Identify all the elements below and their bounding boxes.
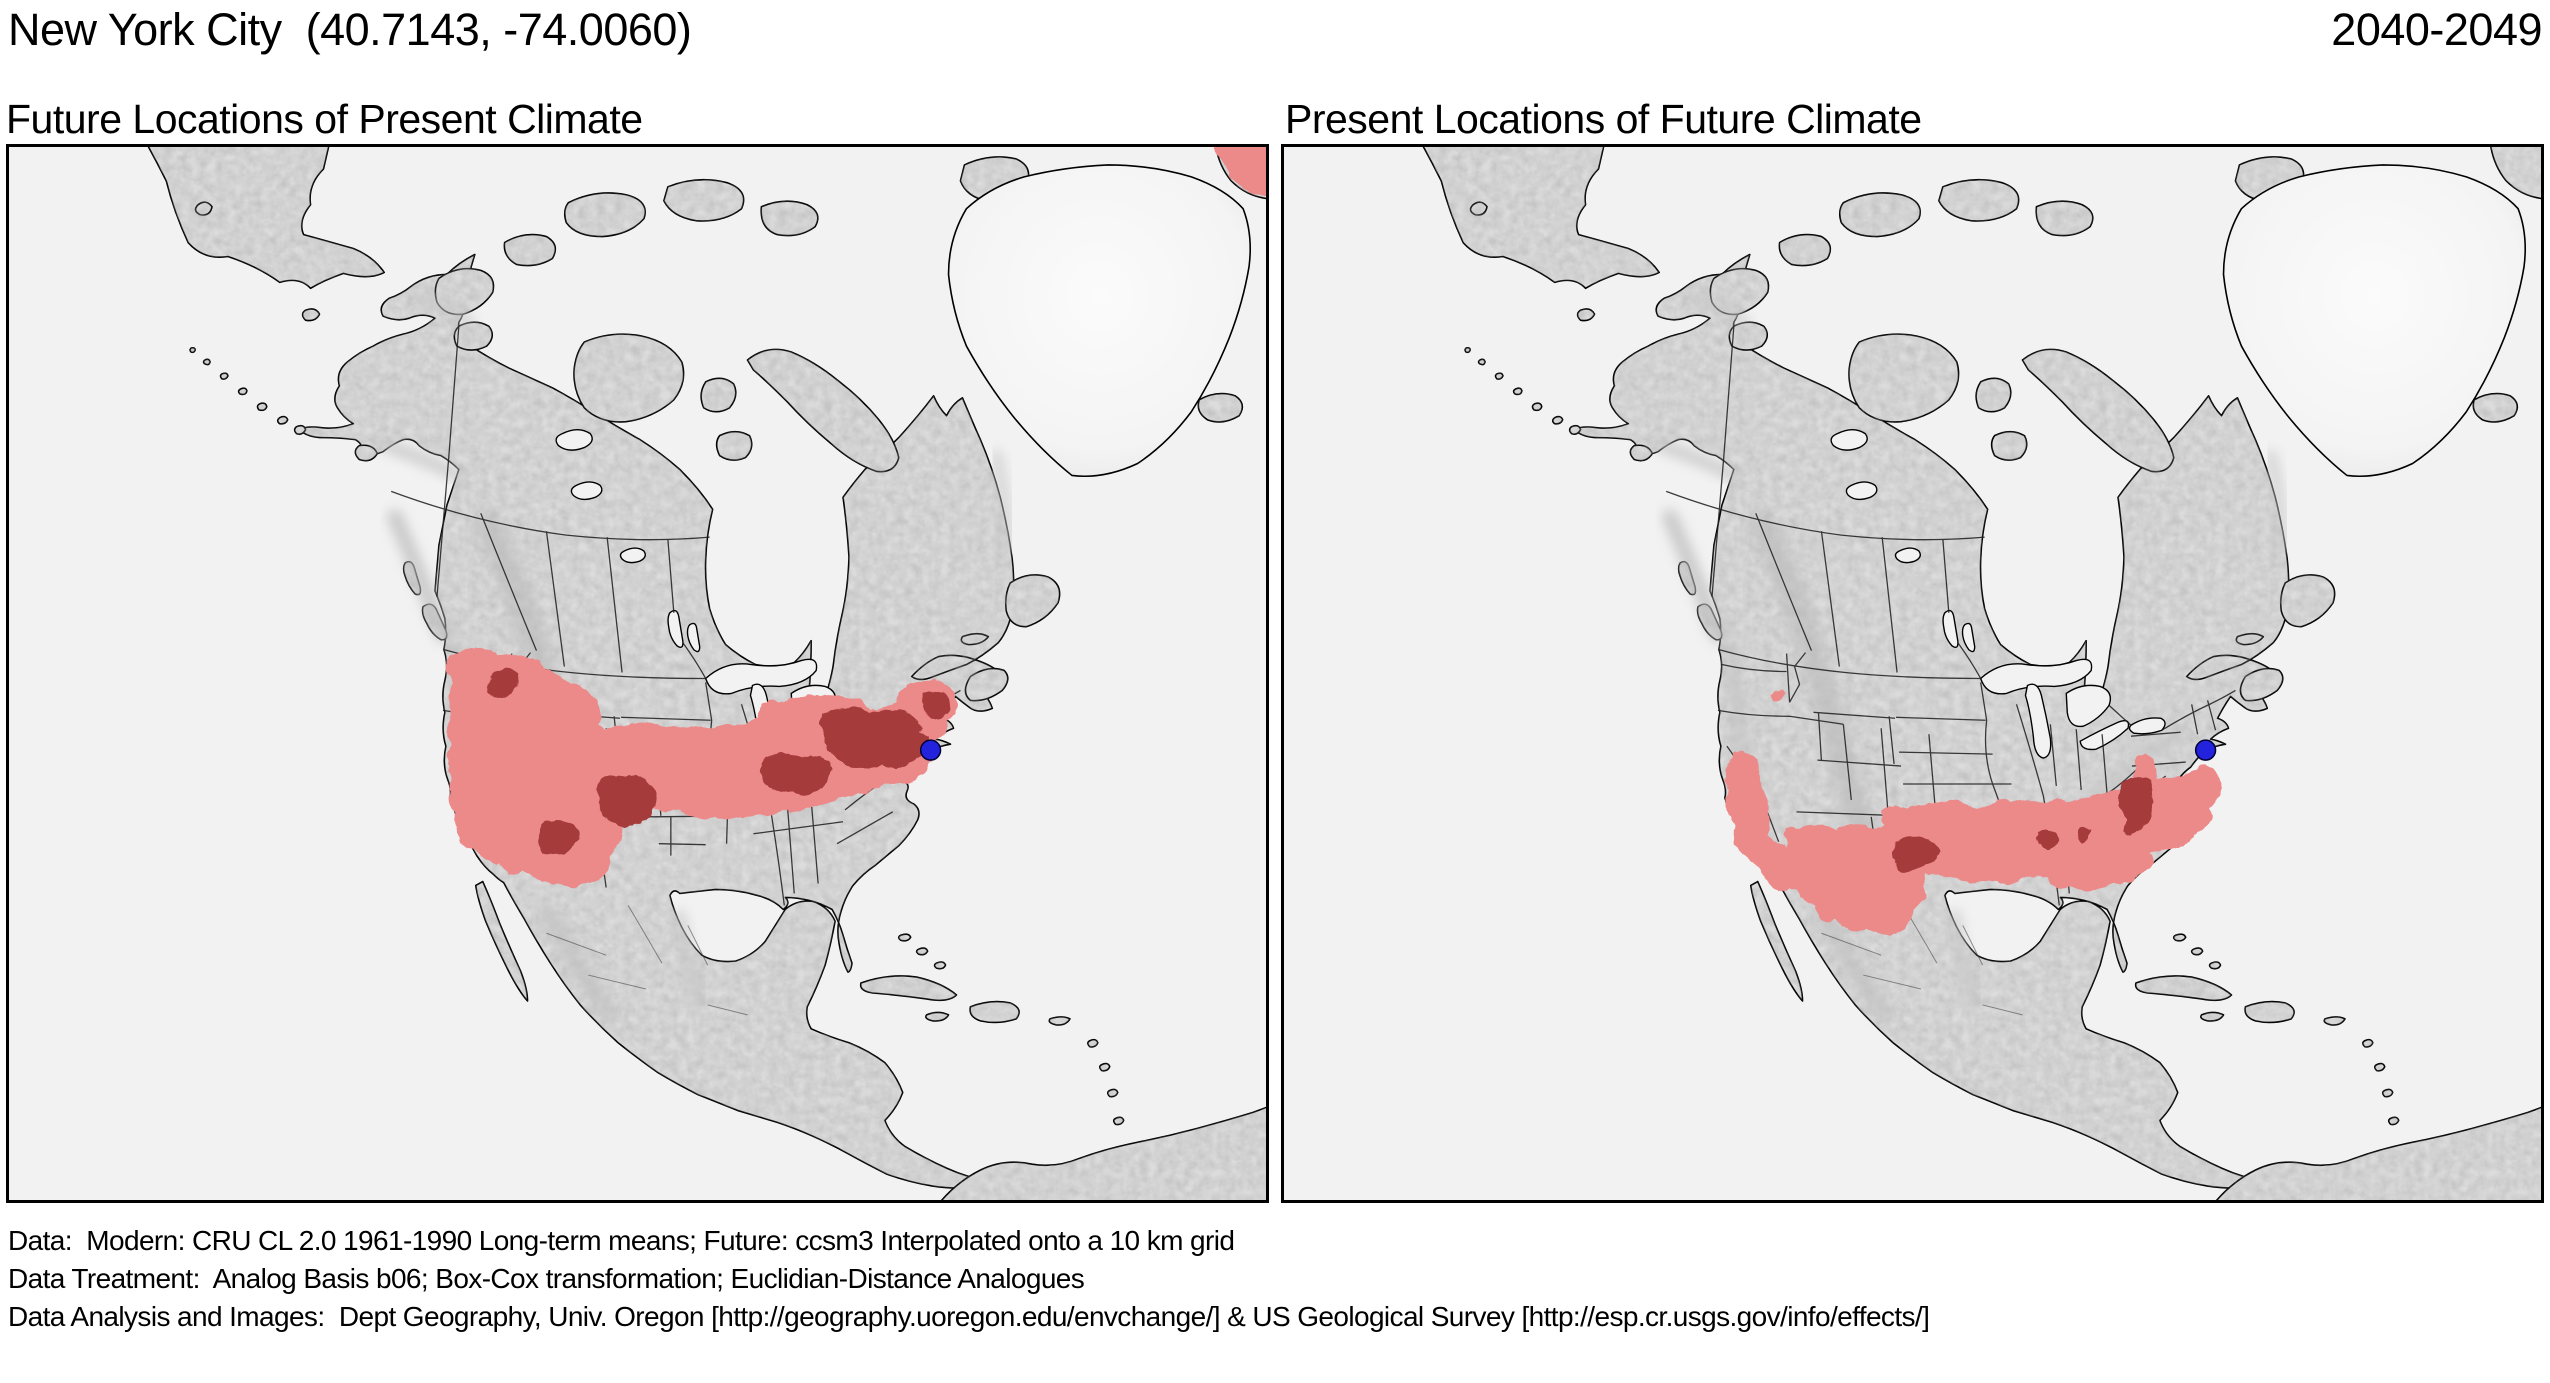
map-future-locations	[6, 144, 1269, 1203]
right-map-title: Present Locations of Future Climate	[1285, 96, 1922, 142]
future-locations-map-svg	[9, 147, 1266, 1200]
basemap-north-america	[9, 147, 1266, 1200]
page-title: New York City (40.7143, -74.0060)	[8, 4, 692, 55]
period-label: 2040-2049	[2331, 4, 2542, 55]
basemap-north-america	[1284, 147, 2541, 1200]
present-locations-map-svg	[1284, 147, 2541, 1200]
footer-analysis-line: Data Analysis and Images: Dept Geography…	[8, 1301, 1930, 1332]
left-map-title: Future Locations of Present Climate	[6, 96, 643, 142]
map-present-locations	[1281, 144, 2544, 1203]
city-marker-dot	[2194, 739, 2217, 761]
city-marker-dot	[919, 739, 942, 761]
footer-credits: Data: Modern: CRU CL 2.0 1961-1990 Long-…	[8, 1222, 1930, 1336]
footer-data-line: Data: Modern: CRU CL 2.0 1961-1990 Long-…	[8, 1225, 1235, 1256]
footer-treatment-line: Data Treatment: Analog Basis b06; Box-Co…	[8, 1263, 1085, 1294]
